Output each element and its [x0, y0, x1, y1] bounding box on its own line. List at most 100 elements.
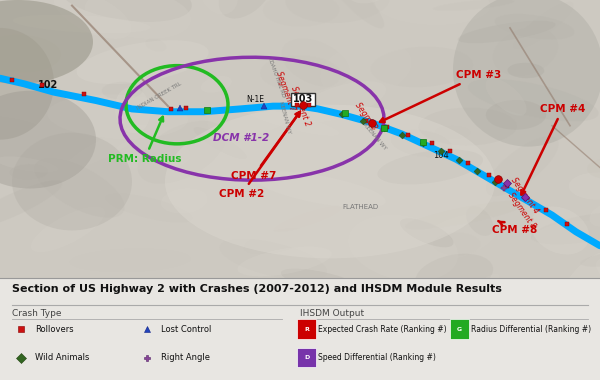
Ellipse shape: [263, 0, 340, 27]
Ellipse shape: [319, 219, 393, 266]
Ellipse shape: [31, 207, 105, 252]
Ellipse shape: [137, 121, 226, 184]
Ellipse shape: [324, 0, 384, 28]
Ellipse shape: [297, 81, 386, 122]
Ellipse shape: [207, 101, 290, 136]
FancyBboxPatch shape: [0, 0, 600, 279]
Text: D: D: [304, 355, 309, 360]
Text: Crash Type: Crash Type: [12, 309, 62, 318]
Ellipse shape: [244, 228, 309, 254]
Ellipse shape: [9, 164, 48, 180]
Ellipse shape: [532, 220, 600, 256]
Text: FLATHEAD: FLATHEAD: [342, 204, 378, 210]
Ellipse shape: [0, 0, 93, 84]
Ellipse shape: [13, 15, 151, 33]
Ellipse shape: [494, 14, 575, 40]
Ellipse shape: [102, 82, 142, 100]
Ellipse shape: [274, 206, 342, 232]
Text: Right Angle: Right Angle: [161, 353, 210, 362]
Text: IDAHO HILL RD: IDAHO HILL RD: [266, 58, 286, 98]
Text: CPM #2: CPM #2: [219, 112, 300, 199]
Text: CPM #4: CPM #4: [521, 104, 586, 195]
Ellipse shape: [199, 0, 238, 14]
Ellipse shape: [47, 94, 188, 139]
FancyBboxPatch shape: [297, 348, 316, 367]
Ellipse shape: [106, 193, 193, 223]
Text: N-1E: N-1E: [246, 95, 264, 104]
Ellipse shape: [0, 116, 50, 155]
Ellipse shape: [65, 125, 148, 169]
Ellipse shape: [286, 0, 390, 23]
Text: CPM #8: CPM #8: [492, 221, 537, 235]
Ellipse shape: [433, 0, 514, 11]
Text: Rollovers: Rollovers: [35, 325, 73, 334]
Ellipse shape: [53, 0, 131, 39]
Text: Radius Differential (Ranking #): Radius Differential (Ranking #): [471, 325, 591, 334]
Text: CPM #7: CPM #7: [231, 112, 300, 181]
Ellipse shape: [569, 173, 600, 200]
Text: Lost Control: Lost Control: [161, 325, 211, 334]
Text: Segment 2: Segment 2: [289, 85, 311, 127]
Ellipse shape: [400, 218, 454, 247]
Text: R: R: [304, 326, 309, 332]
Ellipse shape: [453, 0, 600, 147]
Ellipse shape: [245, 108, 339, 135]
Text: 102: 102: [38, 80, 58, 90]
Ellipse shape: [493, 28, 558, 76]
Text: Section of US Highway 2 with Crashes (2007-2012) and IHSDM Module Results: Section of US Highway 2 with Crashes (20…: [12, 284, 502, 294]
Ellipse shape: [485, 78, 527, 116]
Ellipse shape: [346, 0, 391, 3]
Text: Segment 8: Segment 8: [506, 191, 538, 231]
Ellipse shape: [531, 211, 600, 244]
Ellipse shape: [514, 2, 574, 49]
Ellipse shape: [560, 251, 600, 310]
Ellipse shape: [201, 76, 232, 93]
Text: Segm. 3: Segm. 3: [353, 100, 379, 131]
Ellipse shape: [405, 201, 526, 229]
Ellipse shape: [418, 108, 517, 146]
Ellipse shape: [531, 206, 589, 255]
Ellipse shape: [435, 126, 470, 139]
Ellipse shape: [0, 91, 96, 188]
Text: 104: 104: [433, 150, 449, 160]
Ellipse shape: [377, 149, 483, 184]
Text: CPM #3: CPM #3: [380, 70, 501, 122]
Ellipse shape: [468, 79, 599, 122]
Text: DCM #1-2: DCM #1-2: [213, 133, 269, 143]
Ellipse shape: [12, 133, 132, 230]
Text: Segment 4: Segment 4: [509, 176, 541, 215]
Ellipse shape: [415, 254, 493, 296]
Ellipse shape: [486, 100, 546, 130]
Text: KEENAN WY: KEENAN WY: [362, 123, 388, 151]
Ellipse shape: [77, 40, 209, 84]
Ellipse shape: [391, 130, 452, 157]
Ellipse shape: [281, 39, 349, 87]
Ellipse shape: [466, 206, 493, 236]
FancyBboxPatch shape: [450, 320, 469, 339]
Ellipse shape: [320, 0, 400, 35]
Ellipse shape: [85, 0, 191, 39]
Ellipse shape: [281, 269, 362, 293]
Text: Expected Crash Rate (Ranking #): Expected Crash Rate (Ranking #): [318, 325, 446, 334]
Ellipse shape: [220, 239, 327, 280]
Text: 103: 103: [293, 94, 313, 104]
Ellipse shape: [418, 214, 499, 261]
Ellipse shape: [145, 38, 166, 52]
Ellipse shape: [320, 41, 412, 98]
Ellipse shape: [375, 0, 490, 25]
FancyBboxPatch shape: [297, 320, 316, 339]
Ellipse shape: [218, 0, 274, 19]
Ellipse shape: [70, 249, 191, 272]
Ellipse shape: [458, 21, 556, 43]
Ellipse shape: [115, 87, 151, 133]
Ellipse shape: [34, 158, 125, 218]
Ellipse shape: [59, 0, 192, 22]
Ellipse shape: [0, 28, 54, 140]
Ellipse shape: [238, 247, 332, 276]
Ellipse shape: [590, 203, 600, 226]
Ellipse shape: [587, 158, 600, 179]
Ellipse shape: [254, 171, 386, 208]
Ellipse shape: [455, 274, 499, 312]
Text: INDIAN CREEK TRL: INDIAN CREEK TRL: [136, 81, 182, 111]
Ellipse shape: [349, 215, 458, 281]
